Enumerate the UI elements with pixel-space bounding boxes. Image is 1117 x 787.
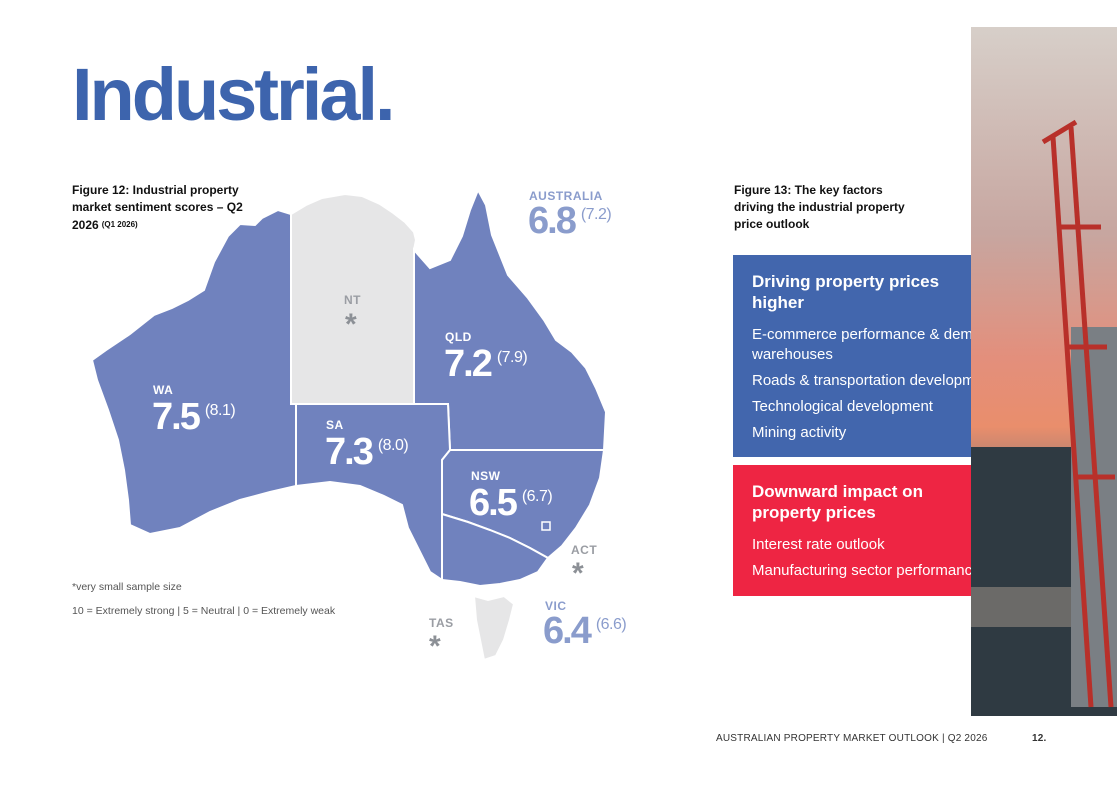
australia-score-value: 6.8 bbox=[528, 200, 577, 242]
act-label: ACT bbox=[571, 543, 598, 557]
port-crane-photo bbox=[971, 27, 1117, 716]
sa-label: SA bbox=[326, 418, 344, 432]
publication-footer: AUSTRALIAN PROPERTY MARKET OUTLOOK | Q2 … bbox=[716, 733, 988, 744]
list-item: E-commerce performance & demand for ware… bbox=[752, 326, 1020, 363]
wa-label: WA bbox=[153, 383, 174, 397]
state-vic bbox=[441, 512, 550, 588]
australia-map bbox=[90, 190, 606, 662]
state-tas bbox=[472, 594, 516, 662]
vic-score-previous: (6.6) bbox=[595, 616, 627, 633]
downward-impact-heading: Downward impact on property prices bbox=[752, 482, 923, 522]
state-act bbox=[541, 521, 551, 531]
wa-score: 7.5 (8.1) bbox=[152, 396, 236, 439]
downward-impact-list: Interest rate outlook Manufacturing sect… bbox=[752, 535, 1026, 581]
qld-score-previous: (7.9) bbox=[496, 349, 528, 366]
sample-size-note: *very small sample size bbox=[72, 581, 182, 593]
sa-score-previous: (8.0) bbox=[377, 437, 409, 454]
nsw-score: 6.5 (6.7) bbox=[469, 482, 553, 525]
driving-prices-higher-heading: Driving property prices higher bbox=[752, 272, 940, 312]
sa-score: 7.3 (8.0) bbox=[325, 431, 409, 474]
list-item: Interest rate outlook bbox=[752, 536, 885, 553]
qld-label: QLD bbox=[445, 330, 472, 344]
tas-label: TAS bbox=[429, 616, 454, 630]
australia-score: 6.8 (7.2) bbox=[528, 200, 612, 243]
list-item: Manufacturing sector performance bbox=[752, 562, 981, 579]
sa-score-value: 7.3 bbox=[325, 431, 374, 473]
scale-note: 10 = Extremely strong | 5 = Neutral | 0 … bbox=[72, 605, 336, 617]
vic-label: VIC bbox=[545, 599, 567, 613]
figure-13-caption: Figure 13: The key factors driving the i… bbox=[734, 183, 905, 231]
nsw-score-previous: (6.7) bbox=[521, 488, 553, 505]
nt-label: NT bbox=[344, 293, 361, 307]
figure-12-caption-text: Figure 12: Industrial property market se… bbox=[72, 183, 243, 232]
tas-small-sample-marker: * bbox=[429, 630, 441, 663]
nsw-score-value: 6.5 bbox=[469, 482, 518, 524]
wa-score-previous: (8.1) bbox=[204, 402, 236, 419]
nsw-label: NSW bbox=[471, 469, 501, 483]
list-item: Mining activity bbox=[752, 424, 847, 441]
page-number: 12. bbox=[1032, 733, 1047, 744]
crane-structure bbox=[1041, 119, 1115, 708]
vic-score: 6.4 (6.6) bbox=[543, 610, 627, 653]
state-wa bbox=[90, 208, 297, 536]
page-title: Industrial. bbox=[72, 53, 396, 136]
qld-score: 7.2 (7.9) bbox=[444, 343, 528, 386]
australia-score-previous: (7.2) bbox=[580, 206, 612, 223]
vic-score-value: 6.4 bbox=[543, 610, 592, 652]
wa-score-value: 7.5 bbox=[152, 396, 201, 438]
australia-label: AUSTRALIA bbox=[529, 189, 603, 203]
list-item: Technological development bbox=[752, 398, 933, 415]
act-small-sample-marker: * bbox=[572, 557, 584, 590]
figure-12-caption: Figure 12: Industrial property market se… bbox=[72, 182, 262, 234]
crane-illustration bbox=[971, 119, 1117, 716]
driving-prices-higher-list: E-commerce performance & demand for ware… bbox=[752, 325, 1026, 443]
list-item: Roads & transportation development bbox=[752, 372, 996, 389]
qld-score-value: 7.2 bbox=[444, 343, 493, 385]
nt-small-sample-marker: * bbox=[345, 308, 357, 341]
figure-12-caption-sub: (Q1 2026) bbox=[101, 220, 138, 229]
